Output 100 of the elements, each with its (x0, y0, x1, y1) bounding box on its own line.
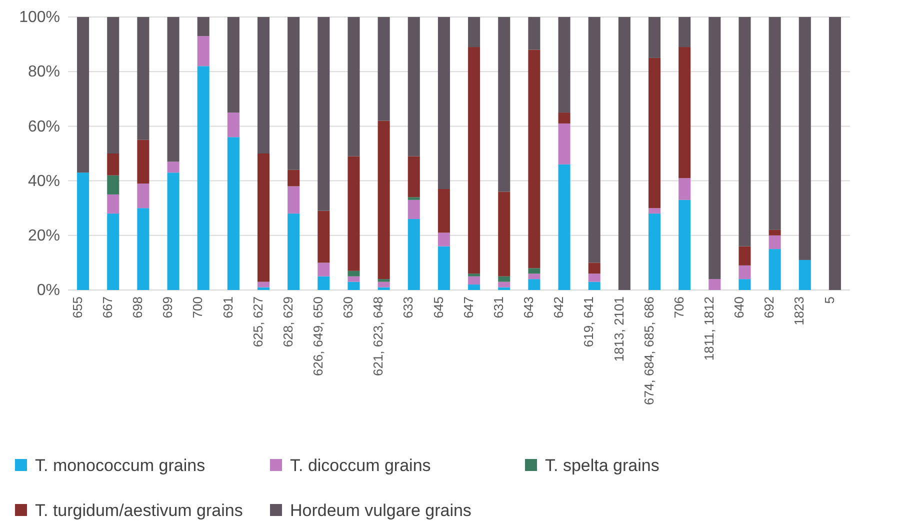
bar (558, 164, 570, 290)
y-tick-label: 80% (28, 64, 60, 81)
bar (648, 17, 661, 58)
x-tick-label: 699 (160, 296, 176, 318)
bar (197, 36, 210, 66)
bar (137, 208, 150, 290)
bar (348, 156, 360, 271)
bar (378, 287, 390, 290)
bar (678, 47, 691, 178)
bar (167, 17, 180, 162)
bar (768, 17, 781, 230)
bar (408, 197, 420, 200)
bar (107, 175, 120, 194)
bar (107, 154, 120, 176)
bar (648, 214, 661, 290)
bar (768, 249, 781, 290)
x-tick-label: 626, 649, 650 (310, 296, 326, 376)
bar (408, 219, 420, 290)
bar (257, 17, 270, 154)
x-tick-label: 647 (460, 296, 476, 318)
bar (798, 17, 811, 260)
x-tick-label: 674, 684, 685, 686 (641, 296, 656, 405)
bar (288, 214, 300, 290)
bar (468, 47, 480, 274)
bar (468, 284, 480, 290)
bar (498, 192, 510, 276)
bar (438, 188, 450, 233)
bar (618, 17, 630, 290)
bar (678, 178, 691, 200)
bar (528, 279, 540, 290)
legend-label: Hordeum vulgare grains (290, 500, 472, 520)
x-tick-label: 667 (100, 296, 115, 318)
bar (498, 17, 510, 192)
x-tick-label: 1813, 2101 (611, 296, 626, 362)
x-tick-label: 642 (551, 296, 566, 318)
x-tick-label: 5 (822, 296, 837, 304)
x-tick-label: 633 (400, 296, 416, 318)
bar (588, 262, 600, 274)
bar (197, 66, 210, 290)
bar (438, 232, 450, 246)
bar (408, 17, 420, 156)
bar (648, 58, 661, 208)
y-tick-label: 0% (36, 282, 60, 300)
bar (738, 265, 751, 280)
bar (257, 287, 270, 290)
bar (107, 17, 120, 154)
x-tick-label: 621, 623, 648 (370, 296, 386, 376)
bar (348, 17, 360, 156)
bar (738, 17, 751, 246)
x-tick-label: 698 (130, 296, 146, 318)
bar (438, 246, 450, 290)
bar (498, 282, 510, 288)
x-tick-label: 640 (732, 296, 747, 318)
bar (558, 112, 570, 124)
bar (107, 194, 120, 214)
bar (498, 287, 510, 290)
bar (468, 274, 480, 276)
bar (408, 200, 420, 220)
bar (348, 276, 360, 282)
bar (738, 279, 751, 290)
bar (167, 162, 180, 173)
bar (588, 282, 600, 290)
x-tick-label: 619, 641 (581, 296, 596, 348)
y-tick-label: 60% (28, 118, 60, 136)
bar (137, 184, 150, 208)
bar (348, 282, 360, 290)
x-tick-label: 692 (762, 296, 777, 318)
x-tick-label: 706 (671, 296, 686, 318)
bar (708, 17, 721, 280)
bar (288, 17, 300, 170)
y-tick-label: 100% (19, 9, 60, 26)
bar (318, 17, 330, 211)
bar (528, 274, 540, 280)
bar (348, 270, 360, 276)
y-tick-label: 40% (28, 172, 60, 190)
legend-label: T. dicoccum grains (290, 456, 431, 475)
bar (257, 282, 270, 288)
bar (378, 282, 390, 288)
bar (678, 200, 691, 290)
x-tick-label: 643 (521, 296, 536, 318)
x-tick-label: 630 (340, 296, 356, 318)
bar (318, 276, 330, 290)
legend-label: T. turgidum/aestivum grains (35, 500, 243, 520)
bar (167, 172, 180, 290)
bar (558, 123, 570, 164)
bar (468, 17, 480, 48)
bar (77, 172, 90, 290)
bar (678, 17, 691, 48)
x-tick-label: 1823 (792, 296, 807, 326)
bar (227, 137, 240, 290)
x-tick-label: 631 (490, 296, 506, 318)
bar (318, 262, 330, 276)
x-tick-label: 628, 629 (280, 296, 296, 348)
bar (378, 120, 390, 280)
bar (528, 50, 540, 268)
bar (227, 17, 240, 113)
bar (438, 17, 450, 189)
bar (137, 17, 150, 140)
bar (528, 17, 540, 50)
bar (318, 210, 330, 263)
